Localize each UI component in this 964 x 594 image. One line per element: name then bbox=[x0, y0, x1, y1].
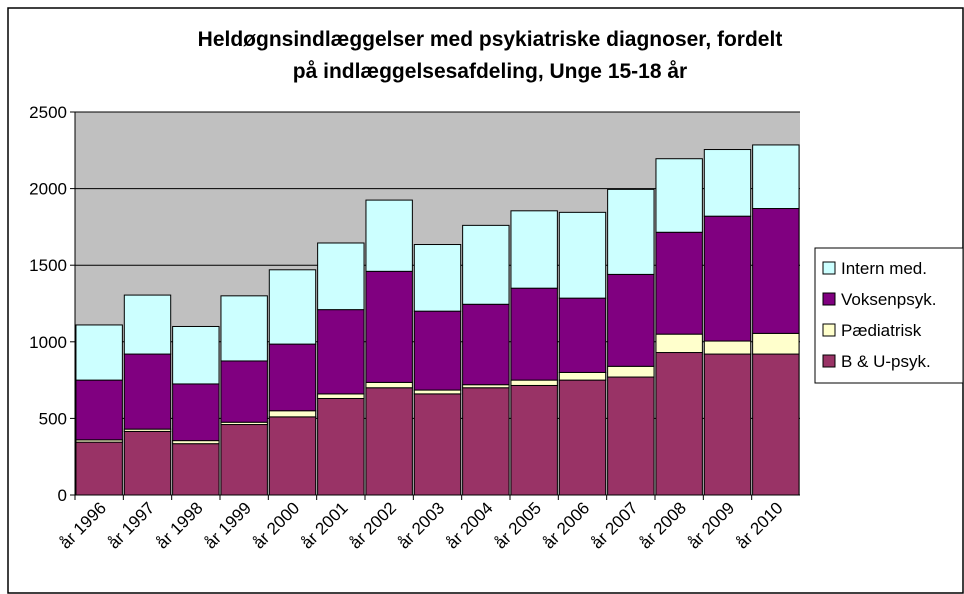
bar-segment bbox=[220, 295, 268, 362]
bar-segment bbox=[220, 360, 268, 423]
legend-label: Intern med. bbox=[841, 259, 927, 278]
bar-segment bbox=[365, 270, 413, 383]
bar-segment bbox=[75, 441, 123, 496]
bar-segment bbox=[172, 383, 220, 442]
bar-segment bbox=[462, 224, 510, 305]
bar-segment bbox=[607, 376, 655, 496]
bar-segment bbox=[220, 424, 268, 496]
bar-segment bbox=[510, 379, 558, 386]
bar-segment bbox=[317, 397, 365, 496]
bar-segment bbox=[607, 365, 655, 378]
bar-segment bbox=[558, 379, 607, 496]
bar-segment bbox=[123, 353, 172, 430]
legend-box bbox=[814, 247, 964, 384]
bar-segment bbox=[752, 353, 800, 496]
bar-segment bbox=[268, 343, 317, 412]
bar-segment bbox=[655, 231, 703, 335]
bar-segment bbox=[172, 443, 220, 496]
bar-segment bbox=[558, 297, 607, 373]
bar-segment bbox=[510, 384, 558, 496]
bar-segment bbox=[752, 332, 800, 355]
bar-segment bbox=[462, 303, 510, 386]
bar-segment bbox=[268, 416, 317, 496]
y-tick-label: 0 bbox=[58, 486, 67, 505]
bar-segment bbox=[365, 381, 413, 389]
bar-segment bbox=[268, 410, 317, 418]
bar-segment bbox=[413, 244, 462, 312]
legend-swatch bbox=[822, 323, 836, 337]
bar-segment bbox=[703, 353, 752, 496]
bar-segment bbox=[413, 393, 462, 496]
bar-segment bbox=[558, 371, 607, 381]
bar-segment bbox=[752, 208, 800, 334]
bar-segment bbox=[317, 393, 365, 399]
legend-swatch bbox=[822, 292, 836, 306]
y-tick-label: 2000 bbox=[29, 180, 67, 199]
bar-segment bbox=[123, 294, 172, 355]
y-tick-label: 500 bbox=[39, 409, 67, 428]
bar-segment bbox=[123, 430, 172, 496]
bar-segment bbox=[462, 387, 510, 496]
bar-segment bbox=[75, 379, 123, 441]
bar-segment bbox=[413, 389, 462, 395]
bar-segment bbox=[510, 210, 558, 289]
y-tick-label: 1000 bbox=[29, 333, 67, 352]
bar-segment bbox=[655, 158, 703, 233]
bar-segment bbox=[558, 211, 607, 299]
bar-segment bbox=[655, 352, 703, 496]
legend-label: Pædiatrisk bbox=[841, 321, 922, 340]
bar-segment bbox=[703, 340, 752, 355]
bar-segment bbox=[365, 199, 413, 272]
bar-segment bbox=[365, 387, 413, 496]
bar-segment bbox=[703, 215, 752, 342]
chart-title: Heldøgnsindlæggelser med psykiatriske di… bbox=[198, 28, 783, 83]
bar-segment bbox=[268, 269, 317, 345]
legend-swatch bbox=[822, 261, 836, 275]
bar-segment bbox=[607, 273, 655, 367]
bar-segment bbox=[317, 242, 365, 311]
bar-segment bbox=[172, 325, 220, 385]
bar-segment bbox=[655, 333, 703, 354]
legend-label: Voksenpsyk. bbox=[841, 290, 936, 309]
bar-segment bbox=[75, 324, 123, 381]
y-tick-label: 1500 bbox=[29, 256, 67, 275]
bar-segment bbox=[703, 149, 752, 217]
y-tick-label: 2500 bbox=[29, 103, 67, 122]
legend-swatch bbox=[822, 354, 836, 368]
bar-segment bbox=[607, 188, 655, 275]
bar-segment bbox=[752, 144, 800, 210]
bar-segment bbox=[317, 309, 365, 395]
bar-segment bbox=[413, 310, 462, 391]
bar-segment bbox=[510, 287, 558, 381]
legend-label: B & U-psyk. bbox=[841, 352, 931, 371]
